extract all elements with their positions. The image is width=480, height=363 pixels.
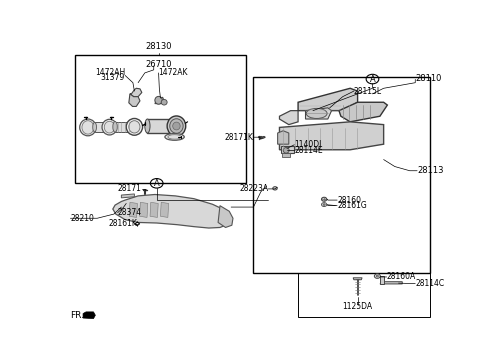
Ellipse shape [173, 119, 178, 133]
Ellipse shape [104, 121, 115, 133]
Polygon shape [279, 122, 384, 150]
Bar [253, 77, 430, 273]
Ellipse shape [283, 147, 289, 153]
Text: A: A [154, 179, 159, 188]
Bar [298, 273, 430, 318]
Polygon shape [380, 282, 402, 284]
Ellipse shape [93, 122, 96, 132]
Circle shape [322, 197, 327, 201]
Bar [75, 55, 246, 183]
Ellipse shape [161, 99, 167, 105]
Ellipse shape [306, 109, 327, 118]
Polygon shape [140, 202, 148, 217]
Text: 28210: 28210 [71, 214, 94, 223]
Circle shape [376, 275, 378, 277]
Polygon shape [115, 122, 133, 132]
Polygon shape [121, 194, 134, 198]
Ellipse shape [113, 122, 117, 132]
Polygon shape [305, 108, 332, 119]
Ellipse shape [173, 122, 180, 130]
Text: 26710: 26710 [145, 60, 172, 69]
Text: 28171: 28171 [118, 184, 142, 193]
Ellipse shape [170, 119, 183, 133]
Ellipse shape [168, 135, 181, 139]
Polygon shape [147, 119, 175, 133]
Polygon shape [279, 111, 298, 125]
Text: 28161K: 28161K [108, 219, 137, 228]
Polygon shape [129, 202, 137, 217]
Polygon shape [353, 278, 362, 280]
Polygon shape [281, 146, 294, 154]
Text: 28114E: 28114E [294, 146, 323, 155]
Text: 28115L: 28115L [354, 87, 382, 95]
Text: 28110: 28110 [415, 74, 442, 83]
Circle shape [323, 204, 325, 205]
Polygon shape [83, 312, 96, 319]
Polygon shape [380, 276, 384, 284]
Ellipse shape [82, 121, 94, 134]
Text: 1125DA: 1125DA [343, 302, 372, 311]
Ellipse shape [102, 119, 117, 135]
Polygon shape [95, 122, 108, 132]
Polygon shape [130, 88, 142, 97]
Polygon shape [282, 153, 290, 157]
Polygon shape [260, 136, 265, 139]
Polygon shape [298, 88, 358, 111]
Ellipse shape [165, 134, 184, 140]
Ellipse shape [145, 119, 150, 133]
Text: 1140DJ: 1140DJ [294, 140, 322, 149]
Ellipse shape [132, 122, 136, 132]
Text: 31379: 31379 [101, 73, 125, 82]
Text: 28223A: 28223A [239, 184, 268, 193]
Polygon shape [277, 131, 289, 144]
Ellipse shape [107, 122, 110, 132]
Text: 28160: 28160 [337, 196, 361, 205]
Text: 28130: 28130 [145, 41, 172, 50]
Text: 1472AK: 1472AK [158, 68, 188, 77]
Text: 28113: 28113 [417, 166, 444, 175]
Ellipse shape [167, 116, 186, 136]
Polygon shape [339, 102, 387, 122]
Polygon shape [150, 202, 158, 217]
Circle shape [374, 274, 380, 278]
Text: 28374: 28374 [118, 208, 142, 217]
Polygon shape [113, 195, 231, 228]
Polygon shape [160, 202, 168, 217]
Text: 28160A: 28160A [386, 273, 416, 281]
Text: 28161G: 28161G [337, 201, 367, 210]
Text: 28114C: 28114C [415, 279, 444, 288]
Ellipse shape [129, 121, 140, 133]
Ellipse shape [80, 119, 96, 136]
Text: 28171K: 28171K [225, 133, 253, 142]
Circle shape [273, 187, 277, 190]
Ellipse shape [126, 118, 143, 135]
Polygon shape [129, 94, 140, 106]
Polygon shape [155, 97, 164, 104]
Polygon shape [218, 206, 233, 228]
Text: 1472AH: 1472AH [95, 68, 125, 77]
Ellipse shape [155, 97, 162, 104]
Text: A: A [370, 74, 375, 83]
Text: FR.: FR. [71, 311, 84, 320]
